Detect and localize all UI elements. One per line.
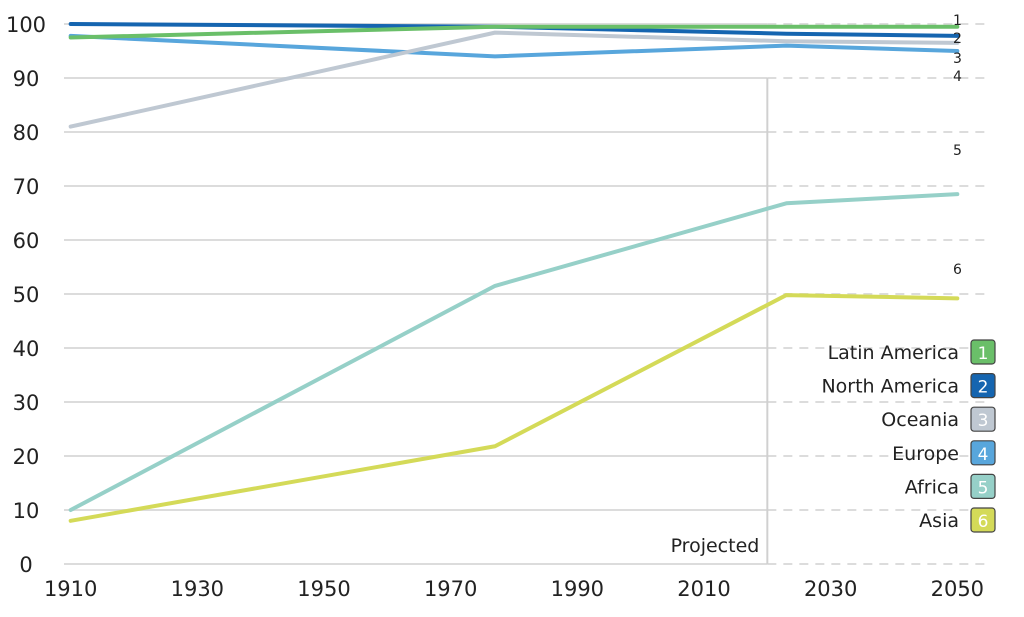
projection-marker: Projected bbox=[671, 78, 769, 564]
legend-item-europe: Europe 4 bbox=[892, 440, 996, 466]
y-tick-label: 100 bbox=[6, 13, 46, 37]
legend-key: 4 bbox=[978, 445, 989, 465]
x-tick-label: 1950 bbox=[297, 577, 350, 601]
y-tick-label: 50 bbox=[13, 283, 40, 307]
y-tick-label: 20 bbox=[13, 445, 40, 469]
end-label-4: 4 bbox=[953, 69, 962, 85]
series-line-latin-america bbox=[68, 24, 960, 40]
series-line-oceania bbox=[68, 30, 960, 129]
legend-swatch bbox=[970, 373, 996, 399]
x-axis: 1910 1930 1950 1970 1990 2010 2030 2050 bbox=[44, 577, 984, 601]
legend-item-latin-america: Latin America 1 bbox=[828, 339, 996, 365]
legend-key: 1 bbox=[978, 344, 989, 364]
x-tick-label: 1930 bbox=[171, 577, 224, 601]
series-line-europe bbox=[68, 33, 960, 59]
x-tick-label: 1970 bbox=[424, 577, 477, 601]
y-tick-label: 0 bbox=[19, 553, 32, 577]
x-tick-label: 1910 bbox=[44, 577, 97, 601]
x-tick-label: 2030 bbox=[804, 577, 857, 601]
y-tick-label: 30 bbox=[13, 391, 40, 415]
legend-item-africa: Africa 5 bbox=[905, 473, 996, 499]
legend-key: 6 bbox=[978, 512, 989, 532]
series-line-africa bbox=[68, 192, 960, 512]
legend: Latin America 1 North America 2 Oceania 3 Euro… bbox=[821, 339, 996, 533]
y-axis: 0 10 20 30 40 50 60 70 80 90 100 bbox=[6, 13, 46, 577]
legend-key: 5 bbox=[978, 478, 989, 498]
y-tick-label: 70 bbox=[13, 175, 40, 199]
legend-label: Asia bbox=[919, 510, 959, 532]
end-label-5: 5 bbox=[953, 143, 962, 159]
legend-label: North America bbox=[821, 376, 959, 398]
series-line-asia bbox=[68, 293, 960, 523]
end-label-3: 3 bbox=[953, 51, 962, 67]
y-tick-label: 40 bbox=[13, 337, 40, 361]
y-tick-label: 80 bbox=[13, 121, 40, 145]
legend-label: Africa bbox=[905, 476, 959, 498]
legend-key: 2 bbox=[978, 378, 989, 398]
legend-item-asia: Asia 6 bbox=[919, 507, 996, 533]
x-tick-label: 2050 bbox=[931, 577, 984, 601]
legend-label: Europe bbox=[892, 443, 959, 465]
legend-swatch bbox=[970, 507, 996, 533]
legend-swatch bbox=[970, 440, 996, 466]
legend-item-north-america: North America 2 bbox=[821, 373, 996, 399]
series-line-north-america bbox=[68, 22, 960, 38]
end-label-1: 1 bbox=[953, 13, 962, 29]
end-label-2: 2 bbox=[953, 31, 962, 47]
x-tick-label: 2010 bbox=[677, 577, 730, 601]
projection-label: Projected bbox=[671, 535, 760, 557]
legend-swatch bbox=[970, 473, 996, 499]
y-tick-label: 10 bbox=[13, 499, 40, 523]
legend-item-oceania: Oceania 3 bbox=[881, 406, 996, 432]
gridlines bbox=[64, 23, 990, 565]
legend-swatch bbox=[970, 406, 996, 432]
end-label-6: 6 bbox=[953, 262, 962, 278]
legend-label: Latin America bbox=[828, 342, 959, 364]
y-tick-label: 60 bbox=[13, 229, 40, 253]
legend-key: 3 bbox=[978, 411, 989, 431]
y-tick-label: 90 bbox=[13, 67, 40, 91]
series-lines bbox=[68, 22, 960, 523]
legend-swatch bbox=[970, 339, 996, 365]
legend-label: Oceania bbox=[881, 409, 959, 431]
x-tick-label: 1990 bbox=[551, 577, 604, 601]
series-end-labels: 1 2 3 4 5 6 bbox=[953, 13, 962, 278]
